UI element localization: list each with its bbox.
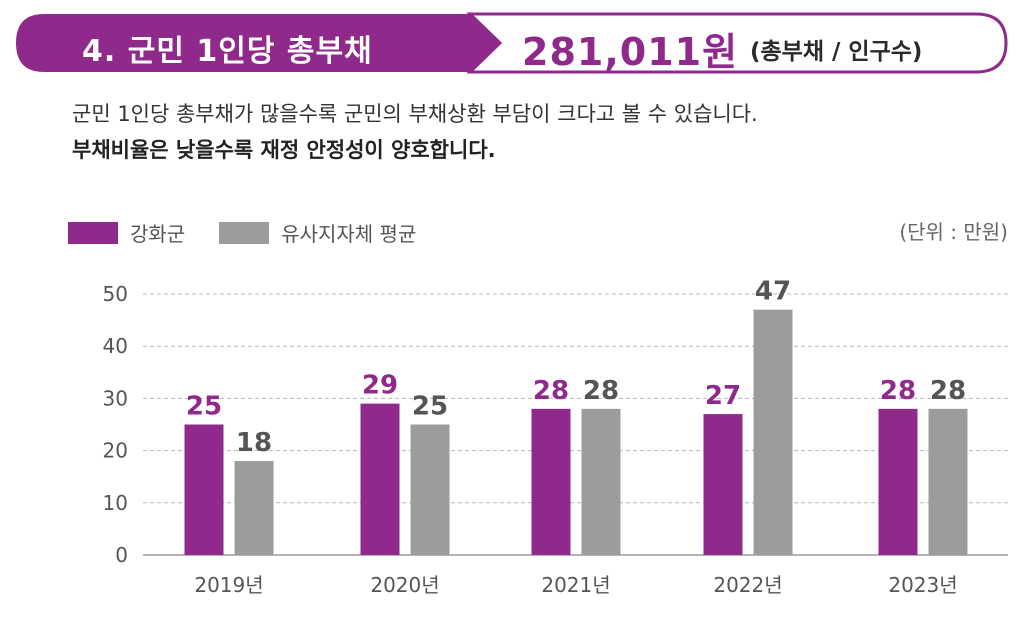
data-label-average: 25: [412, 392, 448, 422]
data-label-ganghwa: 28: [533, 376, 569, 406]
bar-ganghwa: [703, 414, 743, 555]
bar-average: [928, 408, 968, 555]
x-tick-label: 2020년: [370, 573, 439, 597]
x-tick-label: 2021년: [541, 573, 610, 597]
description-line-2: 부채비율은 낮을수록 재정 안정성이 양호합니다.: [72, 138, 496, 162]
legend-label-average: 유사지자체 평균: [281, 222, 417, 246]
banner-shape: [16, 12, 1008, 74]
bar-average: [234, 461, 274, 555]
y-tick-label: 0: [115, 543, 128, 567]
title-banner: 4. 군민 1인당 총부채 281,011원 (총부채 / 인구수): [14, 12, 1008, 74]
x-tick-label: 2019년: [194, 573, 263, 597]
section-title: 4. 군민 1인당 총부채: [82, 34, 373, 69]
legend-swatch-ganghwa: [68, 221, 118, 244]
formula-label: (총부채 / 인구수): [750, 39, 923, 65]
y-tick-label: 40: [103, 334, 128, 358]
bar-ganghwa: [531, 408, 571, 555]
data-label-ganghwa: 29: [362, 371, 398, 401]
y-tick-label: 30: [103, 386, 128, 410]
legend-label-ganghwa: 강화군: [130, 222, 186, 246]
x-tick-label: 2022년: [713, 573, 782, 597]
data-label-average: 47: [755, 277, 791, 307]
data-label-ganghwa: 25: [186, 392, 222, 422]
x-tick-label: 2023년: [888, 573, 957, 597]
y-tick-label: 10: [103, 491, 128, 515]
y-tick-label: 20: [103, 439, 128, 463]
chart-legend: 강화군 유사지자체 평균: [68, 218, 450, 247]
data-label-ganghwa: 28: [880, 376, 916, 406]
bar-ganghwa: [878, 408, 918, 555]
bar-ganghwa: [184, 424, 224, 555]
bar-ganghwa: [360, 403, 400, 555]
data-label-average: 28: [583, 376, 619, 406]
y-tick-label: 50: [103, 282, 128, 306]
data-label-average: 28: [930, 376, 966, 406]
data-label-ganghwa: 27: [705, 381, 741, 411]
bar-average: [410, 424, 450, 555]
data-label-average: 18: [236, 428, 272, 458]
legend-item-average: 유사지자체 평균: [219, 218, 416, 247]
headline-value: 281,011원: [522, 30, 739, 74]
bar-average: [753, 309, 793, 555]
legend-item-ganghwa: 강화군: [68, 218, 185, 247]
legend-swatch-average: [219, 221, 270, 244]
bar-average: [581, 408, 621, 555]
unit-label: (단위 : 만원): [899, 220, 1008, 244]
description-line-1: 군민 1인당 총부채가 많을수록 군민의 부채상환 부담이 크다고 볼 수 있습…: [72, 102, 758, 126]
